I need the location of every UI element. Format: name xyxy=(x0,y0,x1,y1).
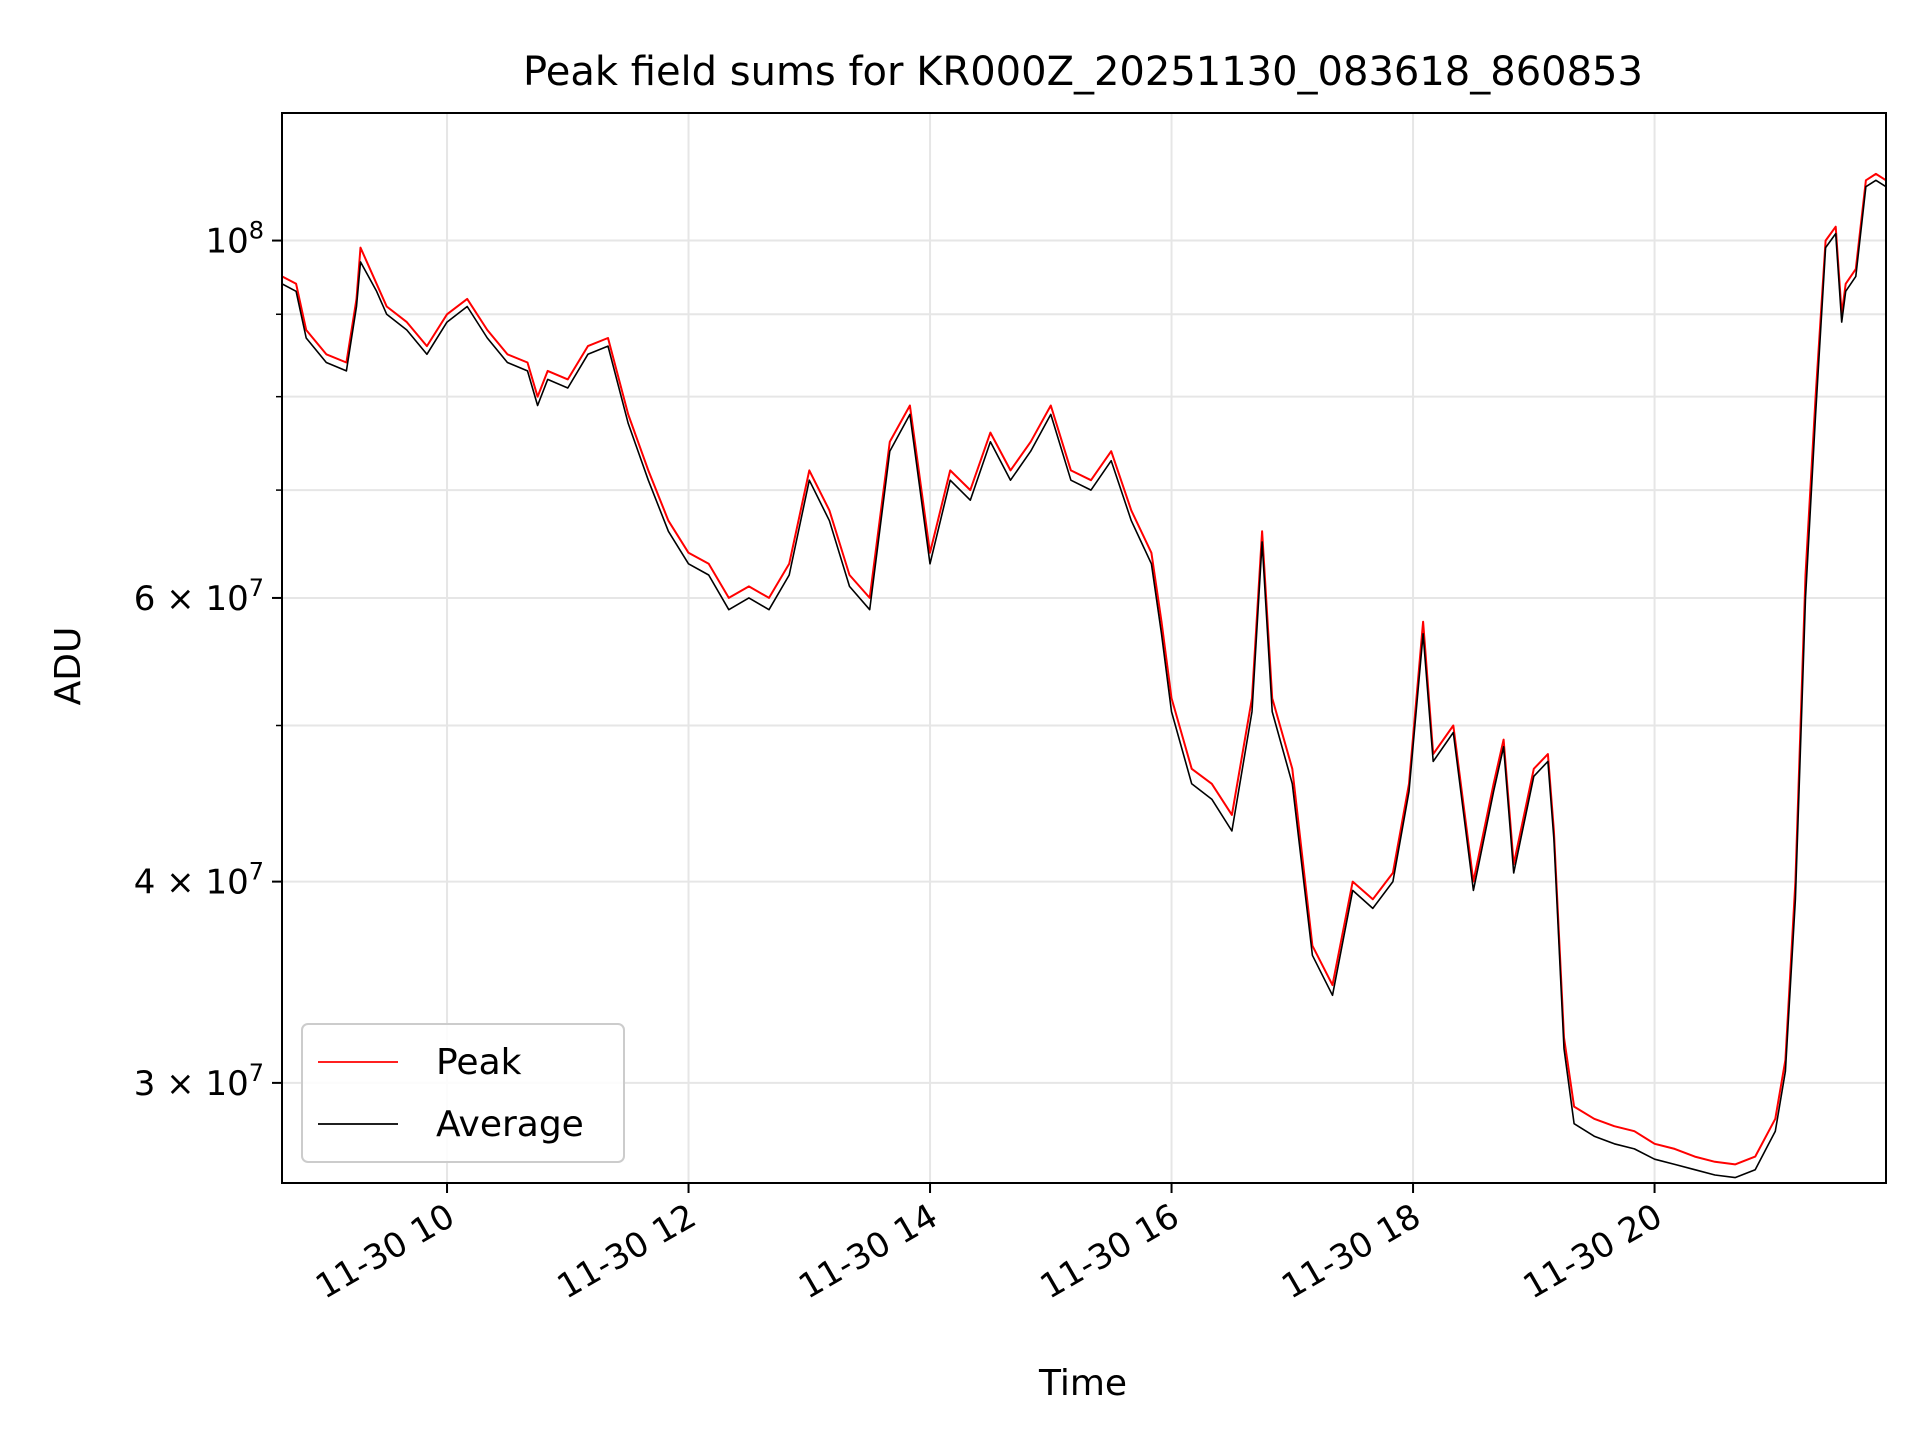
series-lines xyxy=(282,172,1886,1179)
y-tick-label: 6 × 107 xyxy=(134,574,264,619)
legend-box xyxy=(301,1023,625,1163)
x-axis-label: Time xyxy=(1038,1363,1127,1404)
legend-label-average: Average xyxy=(436,1104,584,1145)
grid-lines xyxy=(282,113,1886,1183)
y-tick-label: 3 × 107 xyxy=(134,1059,264,1104)
y-tick-label: 4 × 107 xyxy=(134,858,264,903)
chart-title: Peak field sums for KR000Z_20251130_0836… xyxy=(523,49,1643,95)
y-axis-label: ADU xyxy=(48,627,89,706)
legend: Peak Average xyxy=(301,1023,625,1163)
series-line-average xyxy=(282,179,1886,1179)
plot-frame xyxy=(281,112,1887,1184)
y-tick-label: 108 xyxy=(205,217,264,262)
legend-label-peak: Peak xyxy=(436,1042,522,1083)
series-line-peak xyxy=(282,172,1886,1166)
